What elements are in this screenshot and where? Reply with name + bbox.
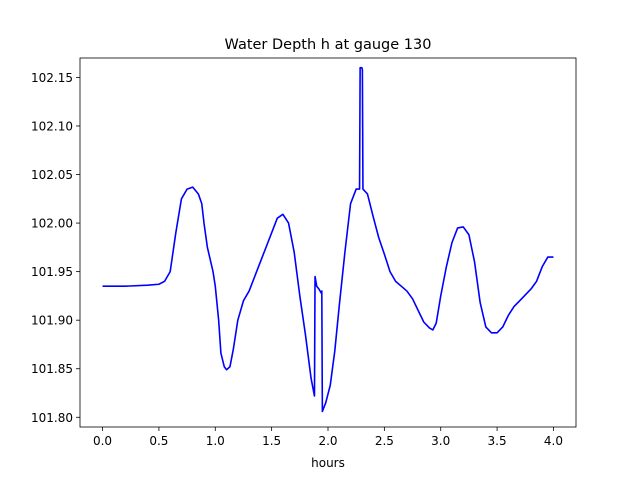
y-axis-ticks: 101.80 101.85 101.90 101.95 102.00 102.05 102.… xyxy=(31,71,80,425)
x-tick-label: 1.5 xyxy=(262,434,281,448)
x-tick-label: 2.5 xyxy=(375,434,394,448)
y-tick-label: 101.85 xyxy=(31,362,73,376)
x-axis-ticks: 0.0 0.5 1.0 1.5 2.0 2.5 3.0 3.5 4.0 xyxy=(93,427,563,448)
x-tick-label: 3.5 xyxy=(488,434,507,448)
chart-title: Water Depth h at gauge 130 xyxy=(225,37,432,53)
series-line-0 xyxy=(102,66,554,413)
series-layer xyxy=(102,66,554,413)
x-axis-label: hours xyxy=(311,456,345,470)
y-tick-label: 101.80 xyxy=(31,411,73,425)
y-tick-label: 102.15 xyxy=(31,71,73,85)
x-tick-label: 3.0 xyxy=(431,434,450,448)
x-tick-label: 2.0 xyxy=(318,434,337,448)
y-tick-label: 102.05 xyxy=(31,168,73,182)
x-tick-label: 0.0 xyxy=(93,434,112,448)
y-tick-label: 101.95 xyxy=(31,265,73,279)
axes-frame xyxy=(79,57,577,428)
x-tick-label: 0.5 xyxy=(149,434,168,448)
x-tick-label: 4.0 xyxy=(544,434,563,448)
x-tick-label: 1.0 xyxy=(206,434,225,448)
y-tick-label: 101.90 xyxy=(31,314,73,328)
y-tick-label: 102.00 xyxy=(31,217,73,231)
y-tick-label: 102.10 xyxy=(31,119,73,133)
